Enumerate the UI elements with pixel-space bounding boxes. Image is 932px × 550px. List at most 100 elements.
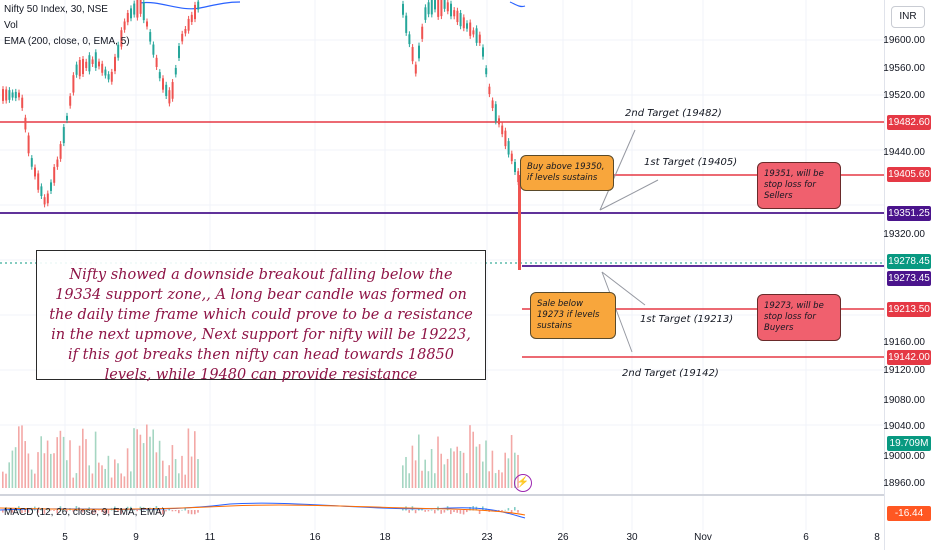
volume-bar: [187, 428, 190, 488]
macd-bar: [466, 510, 468, 513]
macd-bar: [443, 510, 446, 513]
macd-bar: [507, 508, 510, 511]
volume-bar: [466, 473, 468, 488]
macd-bar: [408, 510, 410, 513]
macd-bar: [430, 509, 433, 511]
price-tag-19482: 19482.60: [887, 115, 931, 130]
macd-bar: [440, 510, 442, 514]
volume-bar: [30, 469, 33, 488]
price-tag-19351: 19351.25: [887, 206, 931, 221]
macd-bar: [469, 507, 471, 511]
volume-bar: [418, 434, 420, 488]
tick-label: 19440.00: [883, 147, 925, 158]
volume-bar: [450, 448, 452, 488]
volume-bar: [24, 441, 26, 488]
volume-bar: [59, 430, 62, 488]
volume-bar: [482, 461, 484, 488]
macd-bar: [453, 510, 455, 513]
volume-bar: [498, 469, 500, 488]
macd-bar: [62, 508, 65, 511]
volume-bar: [190, 456, 193, 488]
volume-bar: [194, 431, 196, 488]
tick-label: 19120.00: [883, 365, 925, 376]
macd-bar: [510, 510, 513, 513]
macd-bar: [456, 510, 458, 513]
macd-bar: [117, 510, 119, 512]
volume-bar: [421, 470, 423, 488]
volume-bar: [514, 452, 516, 488]
volume-bar: [405, 456, 407, 488]
chart-area[interactable]: Nifty 50 Index, 30, NSE Vol EMA (200, cl…: [0, 0, 884, 550]
symbol-legend[interactable]: Nifty 50 Index, 30, NSE: [4, 4, 108, 15]
macd-bar: [43, 510, 46, 514]
volume-bar: [472, 431, 474, 488]
target-down-2: 2nd Target (19142): [622, 368, 719, 379]
buy-callout: Buy above 19350, if levels sustains: [520, 155, 614, 191]
volume-bar: [517, 454, 519, 488]
macd-separator[interactable]: [0, 494, 884, 496]
macd-legend[interactable]: MACD (12, 26, close, 9, EMA, EMA): [4, 507, 166, 518]
tick-label: 19320.00: [883, 229, 925, 240]
volume-bar: [171, 445, 174, 488]
volume-bar: [50, 453, 52, 488]
volume-bar: [494, 473, 497, 488]
macd-bar: [101, 510, 103, 513]
tick-label: 19560.00: [883, 63, 925, 74]
volume-bar: [91, 473, 94, 488]
volume-bar: [114, 459, 116, 488]
volume-bar: [27, 453, 30, 488]
macd-bar: [114, 506, 116, 511]
volume-bar: [56, 437, 58, 488]
volume-bar: [120, 473, 122, 488]
macd-bar: [194, 510, 196, 515]
sale-callout: Sale below 19273 if levels sustains: [530, 292, 616, 339]
date-label: Nov: [694, 532, 712, 543]
volume-bar: [126, 448, 129, 488]
macd-bar: [66, 510, 68, 512]
replay-icon[interactable]: ⚡: [514, 474, 532, 492]
macd-bar: [5, 506, 7, 511]
price-axis[interactable]: INR 19600.00 19560.00 19520.00 19440.00 …: [883, 0, 932, 550]
macd-bar: [123, 509, 126, 511]
tick-label: 19000.00: [883, 451, 925, 462]
volume-bar: [18, 426, 20, 488]
volume-bar: [136, 429, 138, 488]
volume-bar: [485, 440, 487, 488]
macd-bar: [478, 510, 481, 514]
volume-bar: [14, 447, 17, 488]
volume-bar: [142, 443, 145, 488]
stop-buyers-callout: 19273, will be stop loss for Buyers: [757, 294, 841, 341]
macd-bar: [517, 510, 519, 513]
macd-bar: [414, 510, 417, 514]
price-tag-19213: 19213.50: [887, 302, 931, 317]
volume-tag: 19.709M: [887, 436, 931, 451]
volume-bar: [66, 460, 68, 488]
volume-bar: [408, 473, 410, 488]
macd-bar: [75, 506, 78, 511]
volume-bar: [82, 428, 84, 488]
volume-bar: [168, 465, 170, 488]
ema-legend[interactable]: EMA (200, close, 0, EMA, 5): [4, 36, 130, 47]
date-label: 18: [379, 532, 391, 543]
volume-bar: [130, 471, 132, 488]
volume-bar: [453, 451, 455, 488]
volume-bar: [123, 476, 126, 488]
currency-button[interactable]: INR: [891, 6, 925, 28]
volume-bar: [110, 477, 113, 488]
macd-bar: [514, 507, 516, 511]
volume-bar: [440, 453, 442, 488]
macd-signal-line: [0, 504, 526, 516]
price-tag-19405: 19405.60: [887, 167, 931, 182]
macd-bar: [27, 510, 30, 513]
macd-bar: [434, 510, 436, 514]
macd-bar: [94, 510, 97, 514]
bear-candle: [518, 175, 521, 270]
vol-legend[interactable]: Vol: [4, 20, 18, 31]
analysis-text: Nifty showed a downside breakout falling…: [49, 267, 473, 383]
price-tag-last: 19278.45: [887, 254, 931, 269]
volume-bar: [88, 465, 90, 488]
macd-bar: [174, 510, 177, 512]
volume-bar: [434, 473, 436, 488]
macd-bar: [450, 510, 452, 515]
tick-label: 19040.00: [883, 421, 925, 432]
